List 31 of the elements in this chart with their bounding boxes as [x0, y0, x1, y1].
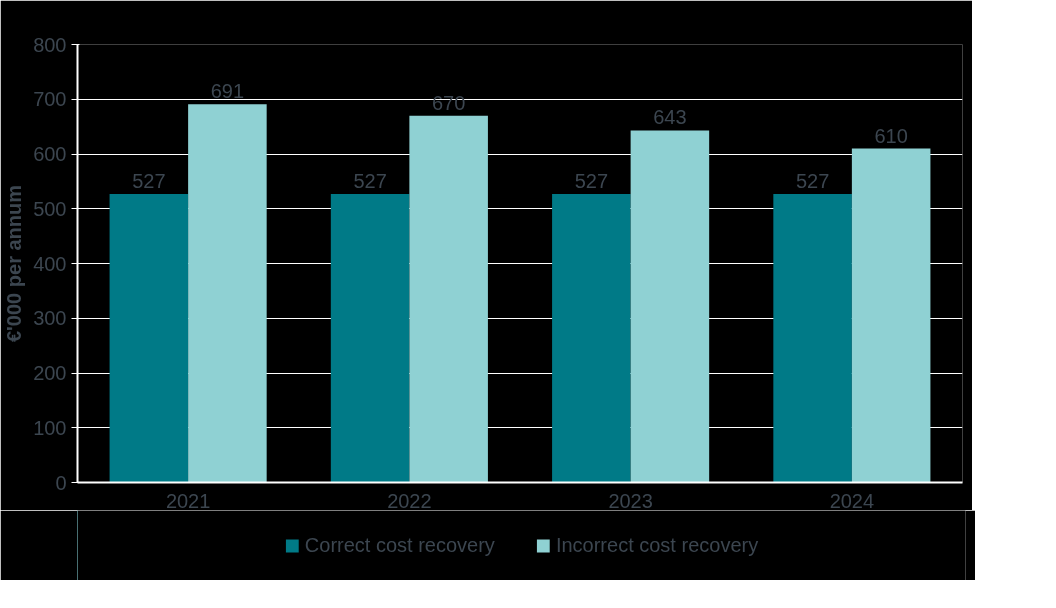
data-label: 691 — [210, 80, 245, 103]
y-tick-label: 500 — [33, 197, 67, 220]
y-tick-label: 800 — [33, 33, 67, 56]
y-axis-title: €'000 per annum — [3, 184, 26, 343]
x-tick-label: 2023 — [608, 489, 653, 512]
y-tick-label: 200 — [33, 362, 67, 384]
data-label: 527 — [132, 169, 166, 192]
data-label: 527 — [353, 169, 387, 192]
y-tick-label: 300 — [33, 307, 67, 330]
x-tick-label: 2024 — [829, 489, 875, 512]
bar — [409, 115, 488, 483]
bar — [109, 193, 189, 483]
bar — [188, 104, 267, 483]
bar — [773, 193, 852, 483]
data-label: 610 — [874, 124, 908, 147]
y-tick-label: 100 — [33, 416, 67, 439]
x-tick-label: 2021 — [165, 489, 211, 512]
legend-label: Incorrect cost recovery — [555, 533, 759, 557]
data-label: 643 — [653, 106, 687, 129]
x-tick-label: 2022 — [387, 489, 432, 512]
bar — [552, 193, 631, 483]
y-tick-label: 600 — [33, 143, 67, 165]
data-label: 527 — [574, 169, 609, 192]
data-label: 527 — [795, 169, 830, 192]
y-tick-label: 0 — [55, 471, 67, 494]
bar — [630, 130, 710, 483]
y-tick-label: 400 — [33, 252, 67, 275]
legend-label: Correct cost recovery — [304, 533, 495, 557]
bar — [851, 148, 931, 483]
bar — [330, 193, 410, 483]
y-tick-label: 700 — [33, 88, 67, 111]
